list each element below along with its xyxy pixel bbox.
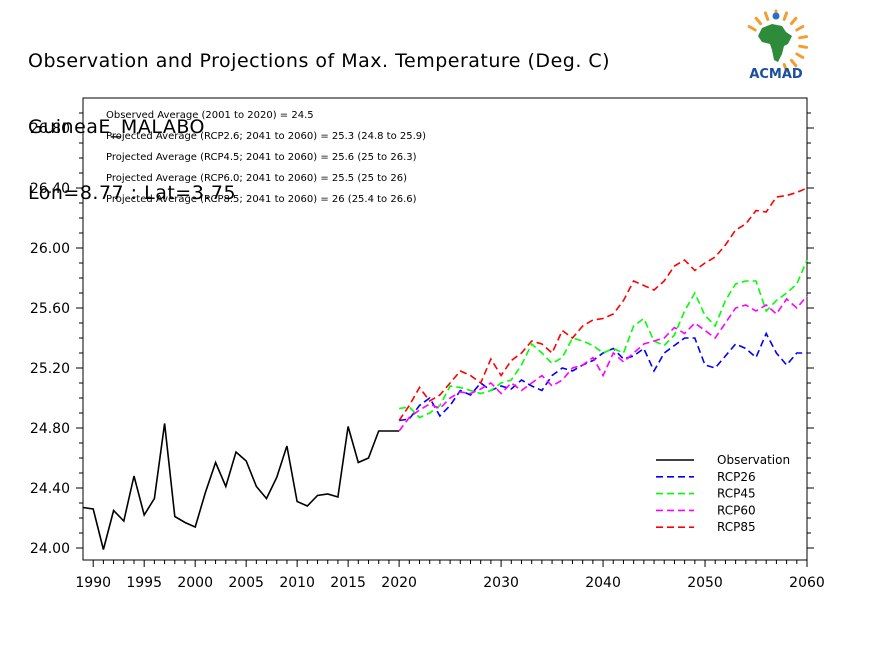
y-tick-label: 24.00 (30, 541, 70, 557)
y-tick-label: 24.40 (30, 481, 70, 497)
x-tick-label: 2010 (279, 575, 315, 591)
x-tick-label: 1990 (75, 575, 111, 591)
acmad-logo: ACMAD (747, 9, 809, 82)
y-tick-label: 25.60 (30, 301, 70, 317)
x-tick-label: 2015 (330, 575, 366, 591)
plot-border (82, 97, 808, 561)
y-axis: 24.00 24.40 24.80 25.20 25.60 26.00 26.40 26.80 (30, 112, 814, 557)
projection-annotation: Projected Average (RCP4.5; 2041 to 2060)… (106, 152, 417, 163)
series-line-rcp60 (398, 295, 808, 432)
series-line-rcp45 (398, 259, 808, 419)
x-tick-label: 2005 (228, 575, 264, 591)
water-drop-icon (772, 12, 780, 20)
y-tick-label: 26.80 (30, 121, 70, 137)
projection-annotation: Projected Average (RCP2.6; 2041 to 2060)… (106, 131, 426, 142)
x-tick-label: 2040 (585, 575, 621, 591)
station-name: GuineaE_MALABO (28, 116, 205, 138)
legend-label-rcp60: RCP60 (717, 503, 756, 517)
x-axis: 1990 1995 2000 2005 2010 2015 2020 2030 2040 2050… (75, 560, 825, 591)
x-tick-label: 2060 (789, 575, 825, 591)
africa-map-icon (758, 24, 792, 62)
x-tick-label: 1995 (126, 575, 162, 591)
x-tick-label: 2020 (381, 575, 417, 591)
series-line-observation (82, 423, 400, 550)
legend: Observation RCP26 RCP45 RCP60 RCP85 (656, 453, 790, 534)
x-tick-label: 2000 (177, 575, 213, 591)
projection-annotations: Observed Average (2001 to 2020) = 24.5 Pr… (106, 110, 426, 205)
legend-label-rcp85: RCP85 (717, 520, 756, 534)
y-tick-label: 26.00 (30, 241, 70, 257)
plot-frame (82, 97, 808, 561)
series-lines (82, 187, 808, 550)
x-tick-label: 2030 (483, 575, 519, 591)
station-coordinates: Lon=8.77 : Lat=3.75 (28, 182, 237, 204)
y-tick-label: 25.20 (30, 361, 70, 377)
legend-label-rcp26: RCP26 (717, 470, 756, 484)
legend-label-observation: Observation (717, 453, 790, 467)
projection-annotation: Projected Average (RCP6.0; 2041 to 2060)… (106, 173, 407, 184)
chart-title: Observation and Projections of Max. Temp… (28, 50, 611, 72)
projection-annotation: Observed Average (2001 to 2020) = 24.5 (106, 110, 314, 121)
y-tick-label: 26.40 (30, 181, 70, 197)
legend-label-rcp45: RCP45 (717, 487, 756, 501)
chart-title-block: Observation and Projections of Max. Temp… (28, 6, 610, 226)
series-line-rcp26 (398, 331, 807, 422)
x-tick-label: 2050 (687, 575, 723, 591)
projection-annotation: Projected Average (RCP8.5; 2041 to 2060)… (106, 194, 417, 205)
series-line-rcp85 (398, 187, 808, 421)
logo-text: ACMAD (749, 67, 803, 82)
y-tick-label: 24.80 (30, 421, 70, 437)
